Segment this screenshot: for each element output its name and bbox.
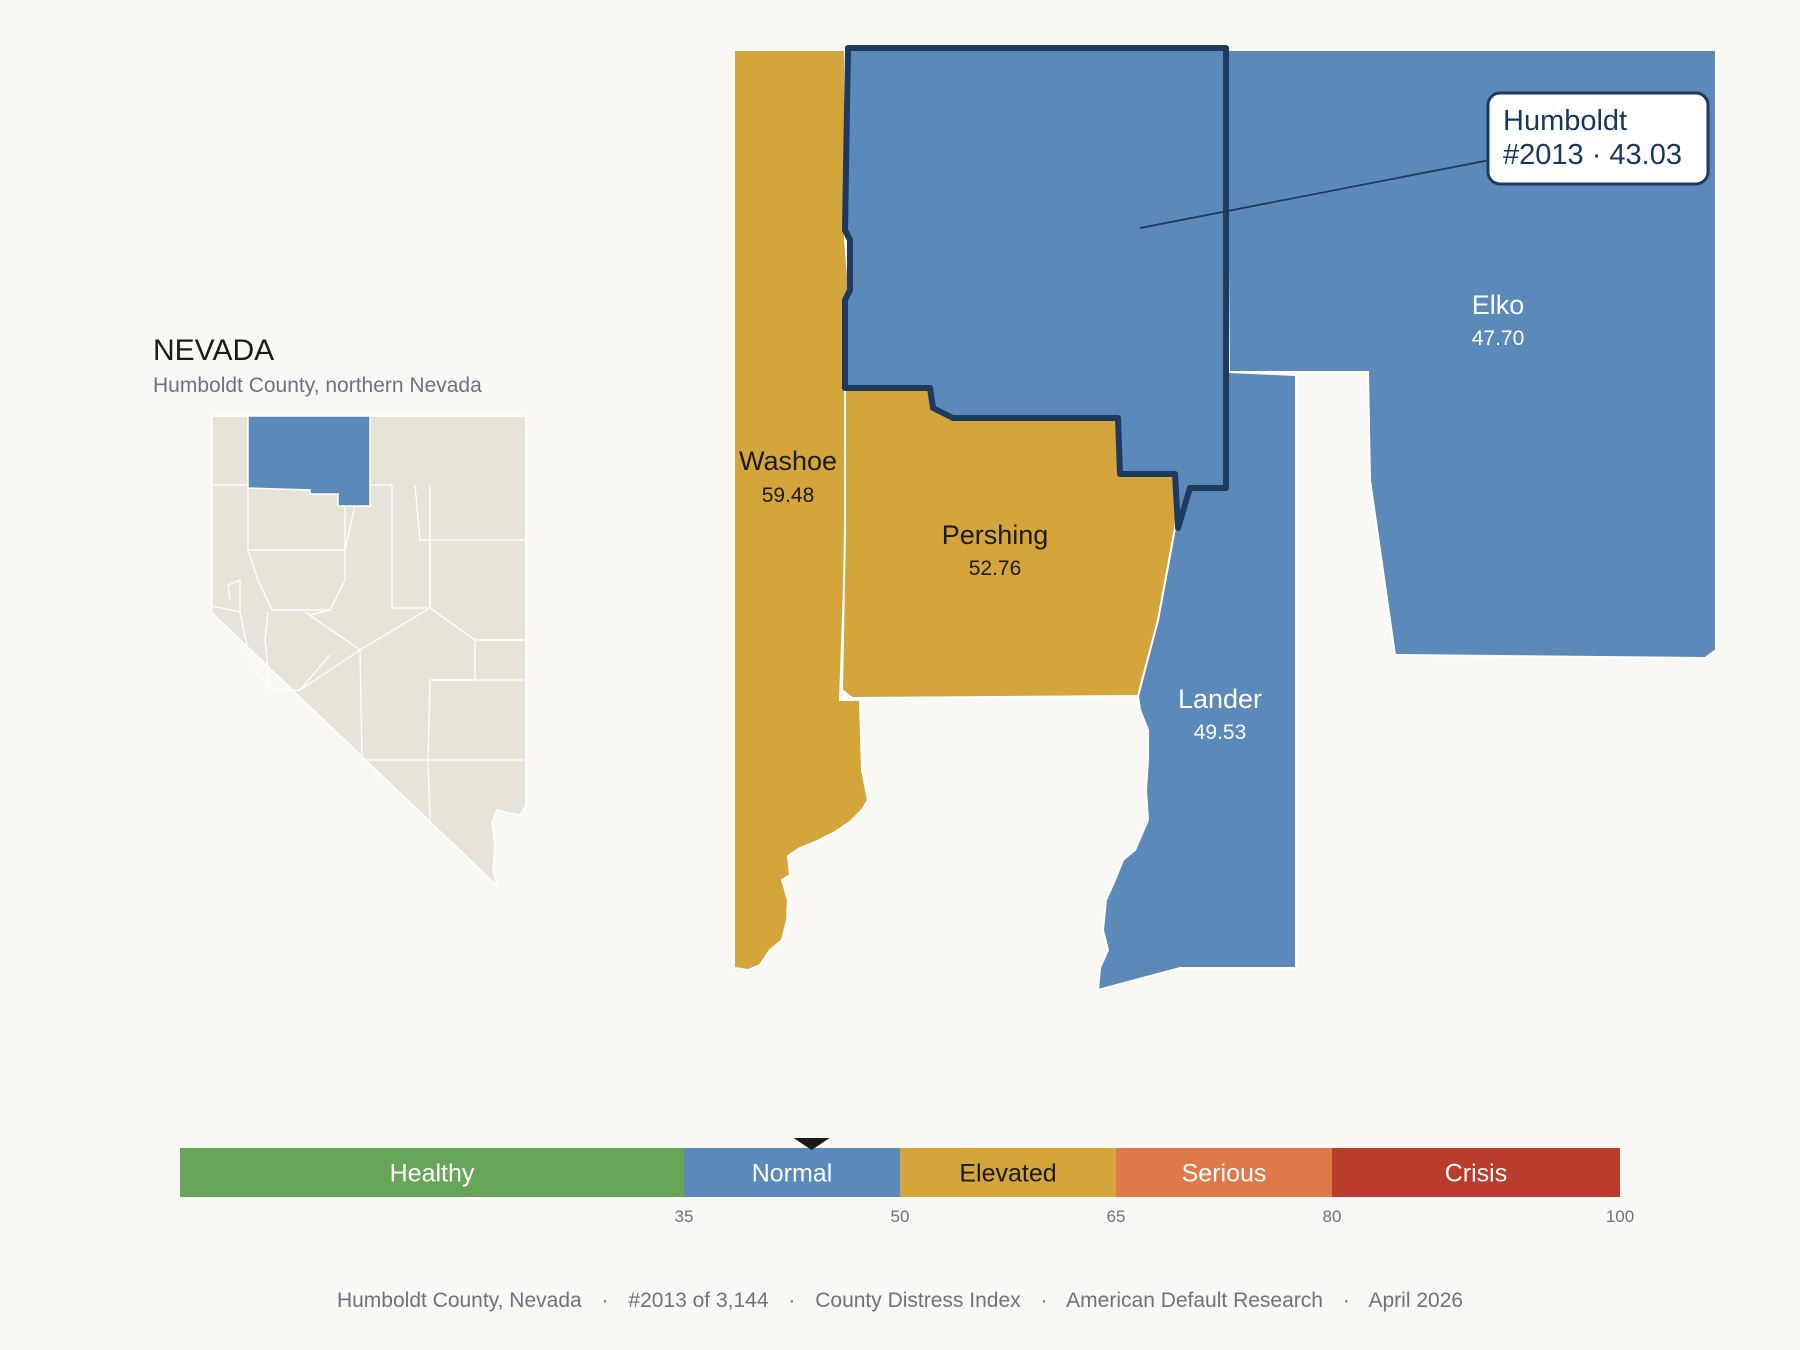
scale-band-crisis [1332,1148,1620,1197]
county-value-washoe: 59.48 [762,484,815,507]
scale-label-healthy: Healthy [390,1160,475,1188]
scale-tick-80: 80 [1323,1207,1342,1226]
scale-label-elevated: Elevated [959,1160,1056,1188]
footer-sep-3: · [1040,1289,1047,1312]
scale-tick-100: 100 [1606,1207,1634,1226]
callout-leader-line [1139,159,1491,229]
nevada-inset: NEVADA Humboldt County, northern Nevada [153,334,527,887]
inset-state-title: NEVADA [153,334,274,367]
footer-sep-2: · [788,1289,795,1312]
callout-rank-score: #2013 · 43.03 [1503,139,1682,171]
county-value-pershing: 52.76 [969,557,1022,580]
inset-subtitle: Humboldt County, northern Nevada [153,374,482,397]
inset-humboldt-highlight [247,415,371,507]
distress-scale: Healthy Normal Elevated Serious Crisis 35 50 65… [180,1138,1634,1226]
county-label-washoe: Washoe [739,446,837,476]
footer-county: Humboldt County, Nevada [337,1289,582,1312]
scale-tick-65: 65 [1107,1207,1126,1226]
scale-label-crisis: Crisis [1445,1160,1508,1188]
footer-rank: #2013 of 3,144 [628,1289,768,1312]
callout-box [1486,91,1710,186]
scale-tick-50: 50 [891,1207,910,1226]
footer-index: County Distress Index [815,1289,1021,1312]
scale-band-elevated [900,1148,1116,1197]
footer-sep-1: · [602,1289,609,1312]
main-map: Washoe 59.48 Pershing 52.76 Lander 49.53… [733,45,1717,992]
county-value-elko: 47.70 [1472,327,1525,350]
footer-date: April 2026 [1368,1289,1463,1312]
scale-band-healthy [180,1148,684,1197]
county-humboldt[interactable] [842,45,1229,531]
county-elko[interactable] [1224,49,1717,660]
footer-sep-4: · [1343,1289,1350,1312]
scale-label-serious: Serious [1182,1160,1267,1188]
scale-tick-35: 35 [675,1207,694,1226]
county-value-lander: 49.53 [1194,721,1247,744]
scale-marker-triangle [793,1138,830,1150]
nevada-state-shape [211,415,527,887]
nevada-county-borders [211,416,526,821]
scale-band-normal [684,1148,900,1197]
county-label-elko: Elko [1472,290,1525,320]
footer-org: American Default Research [1066,1289,1323,1312]
callout-county-name: Humboldt [1503,105,1627,137]
scale-label-normal: Normal [752,1160,833,1188]
scale-band-serious [1116,1148,1332,1197]
footer: Humboldt County, Nevada · #2013 of 3,144… [337,1289,1463,1312]
county-label-lander: Lander [1178,684,1262,714]
county-label-pershing: Pershing [942,520,1049,550]
